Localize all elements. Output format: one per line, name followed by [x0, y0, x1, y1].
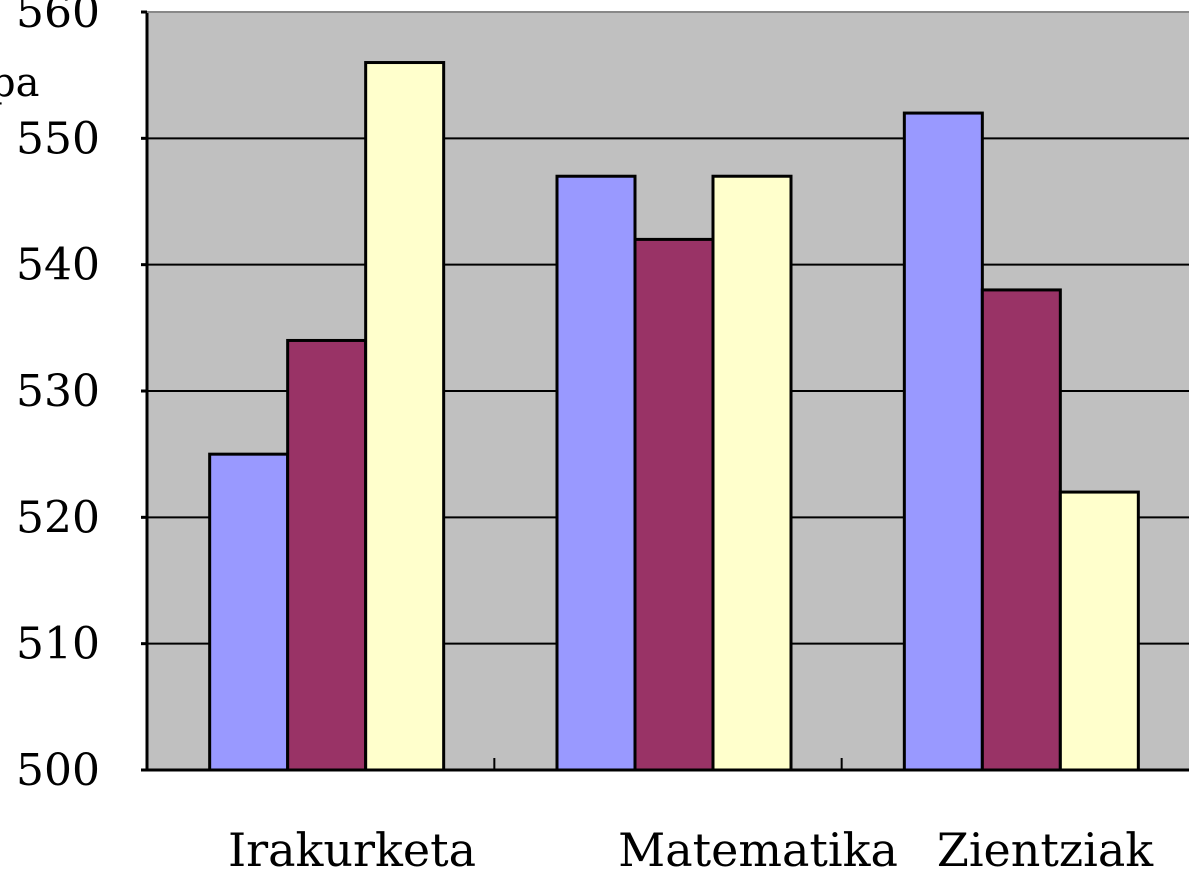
y-tick-label: 530 [16, 366, 100, 417]
x-category-label: Zientziak [937, 823, 1154, 870]
bar [555, 174, 637, 772]
y-tick-label: 540 [16, 240, 100, 291]
bar [980, 288, 1062, 772]
x-category-labels: Irakurketa Matematika Zientziak [228, 823, 1154, 870]
x-category-label: Irakurketa [228, 823, 476, 870]
y-axis-label-fragment: pa [0, 60, 39, 106]
bar [364, 61, 446, 772]
bar [1058, 490, 1140, 772]
y-tick-label: 500 [16, 745, 100, 796]
bars [208, 61, 1140, 772]
bar [208, 452, 290, 772]
y-tick-label: 520 [16, 492, 100, 543]
axes [141, 10, 1189, 772]
y-tick-label: 550 [16, 113, 100, 164]
y-tick-labels: 500 510 520 530 540 550 560 [16, 0, 100, 796]
y-tick-label: 560 [16, 0, 100, 38]
y-tick-label: 510 [16, 619, 100, 670]
bar [633, 237, 715, 772]
bar [902, 111, 984, 772]
bar [286, 338, 368, 772]
bar [711, 174, 793, 772]
x-category-label: Matematika [618, 823, 898, 870]
